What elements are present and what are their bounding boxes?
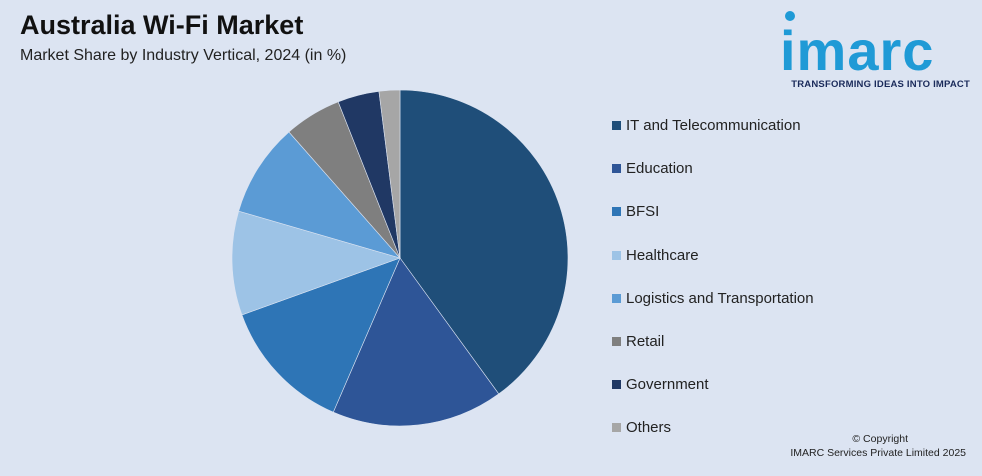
chart-title: Australia Wi-Fi Market	[20, 10, 304, 40]
legend-item: Education	[612, 147, 814, 190]
pie-slice-bfsi	[241, 257, 401, 413]
pie-chart	[231, 89, 569, 427]
legend-label: Healthcare	[626, 246, 699, 264]
pie-slice-it-and-telecommunication	[399, 89, 569, 395]
legend-swatch	[612, 250, 621, 260]
pie-slice-healthcare	[231, 210, 401, 316]
copyright-line1: © Copyright	[852, 433, 908, 445]
pie-slice-others	[378, 89, 401, 259]
legend-item: Healthcare	[612, 234, 814, 277]
copyright: © Copyright IMARC Services Private Limit…	[790, 432, 966, 460]
pie-slice-education	[332, 257, 500, 427]
legend-label: Education	[626, 160, 693, 178]
legend-item: Others	[612, 406, 814, 449]
chart-legend: IT and Telecommunication Education BFSI Hea…	[612, 104, 814, 450]
logo-tagline: TRANSFORMING IDEAS INTO IMPACT	[791, 79, 970, 90]
legend-label: Others	[626, 419, 672, 437]
pie-slice-logistics-and-transportation	[238, 131, 401, 259]
legend-label: Government	[626, 376, 709, 394]
legend-label: BFSI	[626, 203, 660, 221]
legend-label: Logistics and Transportation	[626, 289, 814, 307]
legend-swatch	[612, 337, 621, 347]
legend-label: IT and Telecommunication	[626, 117, 801, 135]
legend-swatch	[612, 207, 621, 217]
chart-subtitle: Market Share by Industry Vertical, 2024 …	[20, 47, 347, 64]
copyright-line2: IMARC Services Private Limited 2025	[790, 447, 966, 459]
legend-item: Logistics and Transportation	[612, 277, 814, 320]
legend-item: IT and Telecommunication	[612, 104, 814, 147]
legend-swatch	[612, 423, 621, 433]
legend-swatch	[612, 293, 621, 303]
legend-item: BFSI	[612, 190, 814, 233]
legend-swatch	[612, 380, 621, 390]
legend-item: Retail	[612, 320, 814, 363]
legend-swatch	[612, 164, 621, 174]
legend-label: Retail	[626, 333, 665, 351]
imarc-logo: imarc	[780, 11, 934, 82]
legend-item: Government	[612, 363, 814, 406]
logo-wordmark: imarc	[780, 19, 934, 82]
legend-swatch	[612, 121, 621, 131]
logo-dot	[785, 11, 795, 21]
